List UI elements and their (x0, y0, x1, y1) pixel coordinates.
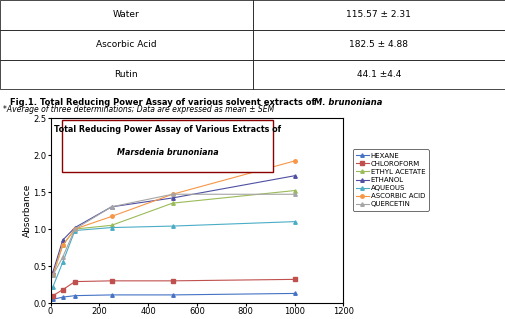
ETHANOL (50, 270, 56, 274)
Text: Fig.1. Total Reducing Power Assay of various solvent extracts of: Fig.1. Total Reducing Power Assay of var… (10, 98, 318, 107)
Text: Ascorbic Acid: Ascorbic Acid (96, 40, 157, 49)
AQUEOUS (72, 229, 78, 233)
Text: *Average of three determinations; Data are expressed as mean ± SEM: *Average of three determinations; Data a… (3, 105, 274, 115)
ASCORBIC ACID (109, 215, 115, 219)
QUERCETIN (291, 192, 297, 196)
HEXANE (72, 294, 78, 298)
FancyBboxPatch shape (62, 120, 273, 172)
Text: Marsdenia brunoniana: Marsdenia brunoniana (117, 148, 219, 157)
Line: ASCORBIC ACID: ASCORBIC ACID (51, 159, 296, 277)
ETHYL ACETATE (109, 223, 115, 227)
Text: Total Reducing Power Assay of Various Extracts of: Total Reducing Power Assay of Various Ex… (54, 125, 281, 134)
AQUEOUS (60, 260, 66, 264)
Text: 44.1 ±4.4: 44.1 ±4.4 (357, 70, 401, 79)
ETHANOL (60, 238, 66, 242)
ETHYL ACETATE (50, 273, 56, 277)
QUERCETIN (50, 273, 56, 277)
CHLOROFORM (291, 278, 297, 281)
CHLOROFORM (72, 280, 78, 284)
Line: QUERCETIN: QUERCETIN (51, 193, 296, 277)
Line: ETHYL ACETATE: ETHYL ACETATE (51, 189, 296, 277)
AQUEOUS (170, 224, 176, 228)
ETHYL ACETATE (170, 201, 176, 205)
QUERCETIN (170, 192, 176, 196)
Line: HEXANE: HEXANE (51, 292, 296, 301)
Bar (0, 60, 252, 89)
HEXANE (50, 297, 56, 301)
Text: 182.5 ± 4.88: 182.5 ± 4.88 (349, 40, 408, 49)
Legend: HEXANE, CHLOROFORM, ETHYL ACETATE, ETHANOL, AQUEOUS, ASCORBIC ACID, QUERCETIN: HEXANE, CHLOROFORM, ETHYL ACETATE, ETHAN… (352, 149, 429, 211)
HEXANE (60, 295, 66, 299)
Text: Water: Water (113, 11, 139, 19)
ETHANOL (109, 205, 115, 209)
CHLOROFORM (60, 288, 66, 292)
CHLOROFORM (170, 279, 176, 283)
ETHYL ACETATE (60, 243, 66, 247)
HEXANE (109, 293, 115, 297)
Y-axis label: Absorbance: Absorbance (23, 184, 32, 237)
ETHYL ACETATE (291, 189, 297, 192)
ASCORBIC ACID (72, 227, 78, 231)
QUERCETIN (72, 227, 78, 231)
Bar (0, 30, 252, 60)
QUERCETIN (109, 205, 115, 209)
AQUEOUS (291, 220, 297, 224)
HEXANE (170, 293, 176, 297)
AQUEOUS (109, 226, 115, 229)
Bar (252, 60, 505, 89)
ETHANOL (291, 174, 297, 178)
ETHANOL (72, 226, 78, 229)
Text: 115.57 ± 2.31: 115.57 ± 2.31 (346, 11, 411, 19)
ETHYL ACETATE (72, 227, 78, 231)
ASCORBIC ACID (170, 192, 176, 196)
Bar (252, 0, 505, 30)
Bar (252, 30, 505, 60)
CHLOROFORM (50, 294, 56, 298)
ASCORBIC ACID (60, 243, 66, 247)
Text: Rutin: Rutin (115, 70, 138, 79)
Line: AQUEOUS: AQUEOUS (51, 220, 296, 288)
Line: ETHANOL: ETHANOL (51, 174, 296, 274)
QUERCETIN (60, 255, 66, 259)
CHLOROFORM (109, 279, 115, 283)
AQUEOUS (50, 285, 56, 289)
Text: M. brunoniana: M. brunoniana (314, 98, 382, 107)
Line: CHLOROFORM: CHLOROFORM (51, 278, 296, 297)
Bar (0, 0, 252, 30)
ASCORBIC ACID (50, 273, 56, 277)
HEXANE (291, 292, 297, 295)
ETHANOL (170, 196, 176, 200)
ASCORBIC ACID (291, 159, 297, 163)
